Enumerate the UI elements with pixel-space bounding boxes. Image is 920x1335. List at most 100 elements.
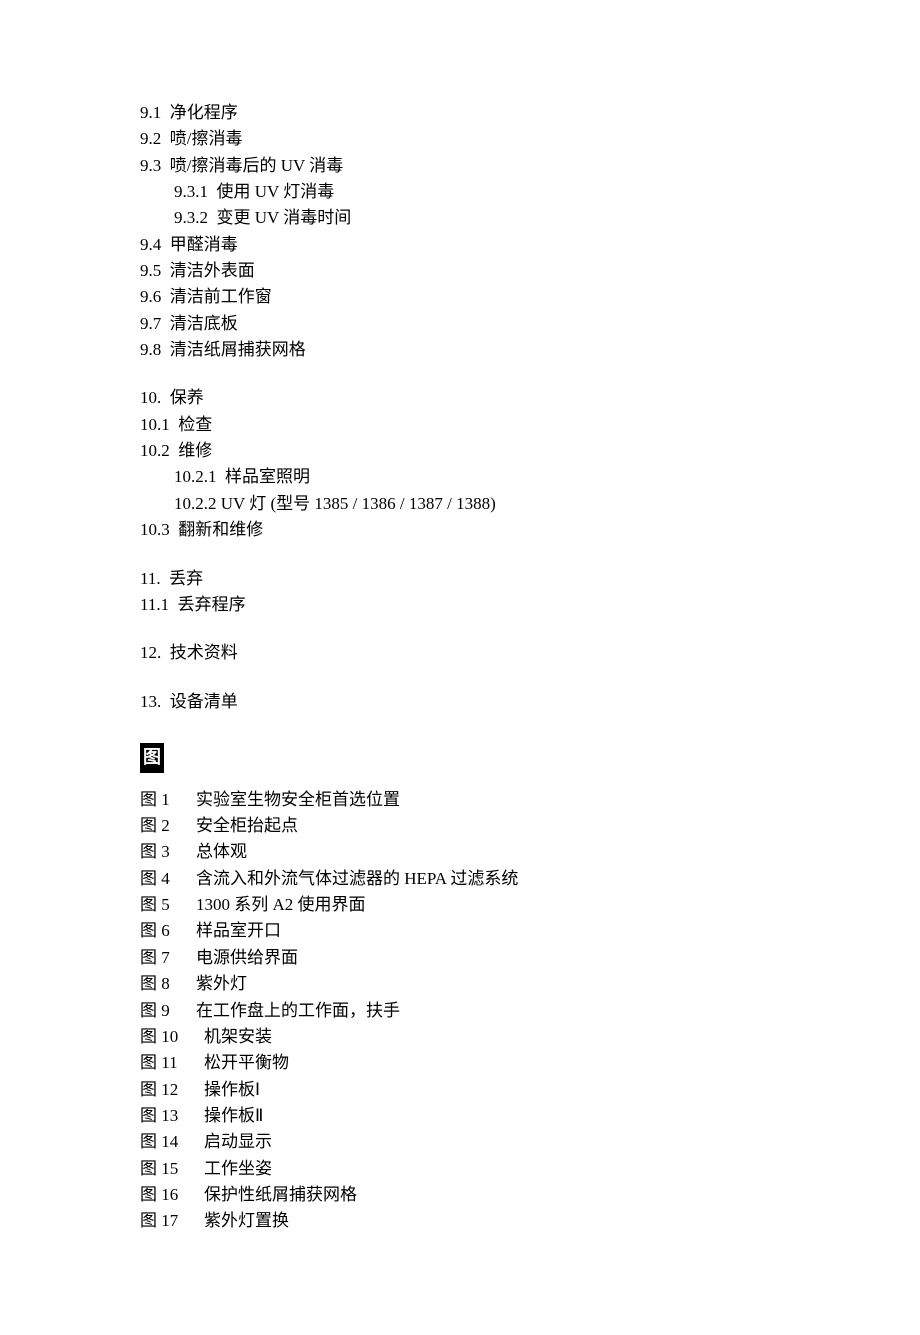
toc-number: 10.1 <box>140 412 170 438</box>
toc-entry: 13. 设备清单 <box>140 689 780 715</box>
figure-title: 样品室开口 <box>196 918 281 944</box>
figure-number: 图 12 <box>140 1077 204 1103</box>
figure-title: 启动显示 <box>204 1129 272 1155</box>
toc-title: 技术资料 <box>161 640 238 666</box>
toc-title: 甲醛消毒 <box>161 232 238 258</box>
figure-entry: 图 15工作坐姿 <box>140 1156 780 1182</box>
figure-entry: 图 3总体观 <box>140 839 780 865</box>
figure-number: 图 6 <box>140 918 196 944</box>
toc-entry: 10.2.2 UV 灯 (型号 1385 / 1386 / 1387 / 138… <box>140 491 780 517</box>
figure-title: 含流入和外流气体过滤器的 HEPA 过滤系统 <box>196 866 518 892</box>
figures-section: 图 图 1实验室生物安全柜首选位置 图 2安全柜抬起点 图 3总体观 图 4含流… <box>140 743 780 1235</box>
figure-number: 图 2 <box>140 813 196 839</box>
toc-number: 9.3.2 <box>174 205 208 231</box>
toc-title: 样品室照明 <box>217 464 311 490</box>
toc-number: 10.2.1 <box>174 464 217 490</box>
figure-entry: 图 13操作板Ⅱ <box>140 1103 780 1129</box>
figure-number: 图 14 <box>140 1129 204 1155</box>
toc-entry: 10.2.1 样品室照明 <box>140 464 780 490</box>
figure-number: 图 8 <box>140 971 196 997</box>
figure-title: 保护性纸屑捕获网格 <box>204 1182 357 1208</box>
figure-title: 紫外灯置换 <box>204 1208 289 1234</box>
figure-number: 图 16 <box>140 1182 204 1208</box>
toc-entry: 9.7 清洁底板 <box>140 311 780 337</box>
figure-title: 总体观 <box>196 839 247 865</box>
toc-number: 10.2.2 <box>174 491 217 517</box>
toc-entry: 9.3.2 变更 UV 消毒时间 <box>140 205 780 231</box>
toc-title: 净化程序 <box>161 100 238 126</box>
figure-entry: 图 14启动显示 <box>140 1129 780 1155</box>
figure-number: 图 10 <box>140 1024 204 1050</box>
figure-number: 图 9 <box>140 998 196 1024</box>
toc-title: 设备清单 <box>161 689 238 715</box>
toc-title: 清洁底板 <box>161 311 238 337</box>
toc-number: 9.3 <box>140 153 161 179</box>
toc-title: 清洁外表面 <box>161 258 255 284</box>
toc-number: 10.3 <box>140 517 170 543</box>
figure-title: 操作板Ⅱ <box>204 1103 263 1129</box>
toc-entry: 9.6 清洁前工作窗 <box>140 284 780 310</box>
figure-entry: 图 1实验室生物安全柜首选位置 <box>140 787 780 813</box>
toc-section-13: 13. 设备清单 <box>140 689 780 715</box>
toc-number: 10. <box>140 385 161 411</box>
toc-number: 9.2 <box>140 126 161 152</box>
figure-entry: 图 11松开平衡物 <box>140 1050 780 1076</box>
toc-section-10: 10. 保养 10.1 检查 10.2 维修 10.2.1 样品室照明 10.2… <box>140 385 780 543</box>
figure-title: 实验室生物安全柜首选位置 <box>196 787 400 813</box>
toc-entry: 9.3.1 使用 UV 灯消毒 <box>140 179 780 205</box>
toc-number: 9.6 <box>140 284 161 310</box>
figure-entry: 图 17紫外灯置换 <box>140 1208 780 1234</box>
figure-title: 松开平衡物 <box>204 1050 289 1076</box>
toc-entry: 10.3 翻新和维修 <box>140 517 780 543</box>
figure-title: 操作板Ⅰ <box>204 1077 260 1103</box>
toc-entry: 9.4 甲醛消毒 <box>140 232 780 258</box>
toc-entry: 9.2 喷/擦消毒 <box>140 126 780 152</box>
toc-entry: 10. 保养 <box>140 385 780 411</box>
toc-title: 保养 <box>161 385 204 411</box>
figure-title: 机架安装 <box>204 1024 272 1050</box>
figure-title: 电源供给界面 <box>196 945 298 971</box>
figure-entry: 图 10机架安装 <box>140 1024 780 1050</box>
figure-entry: 图 9在工作盘上的工作面，扶手 <box>140 998 780 1024</box>
figure-number: 图 15 <box>140 1156 204 1182</box>
figure-entry: 图 51300 系列 A2 使用界面 <box>140 892 780 918</box>
toc-section-12: 12. 技术资料 <box>140 640 780 666</box>
toc-section-11: 11. 丢弃 11.1 丢弃程序 <box>140 566 780 619</box>
toc-number: 9.3.1 <box>174 179 208 205</box>
toc-number: 12. <box>140 640 161 666</box>
figure-entry: 图 2安全柜抬起点 <box>140 813 780 839</box>
toc-number: 9.1 <box>140 100 161 126</box>
toc-number: 9.8 <box>140 337 161 363</box>
toc-entry: 10.2 维修 <box>140 438 780 464</box>
toc-number: 11. <box>140 566 161 592</box>
figure-entry: 图 12操作板Ⅰ <box>140 1077 780 1103</box>
figure-entry: 图 7电源供给界面 <box>140 945 780 971</box>
toc-title: 检查 <box>170 412 213 438</box>
figure-number: 图 4 <box>140 866 196 892</box>
toc-title: 喷/擦消毒 <box>161 126 242 152</box>
toc-entry: 10.1 检查 <box>140 412 780 438</box>
toc-number: 10.2 <box>140 438 170 464</box>
toc-entry: 9.5 清洁外表面 <box>140 258 780 284</box>
toc-title: 翻新和维修 <box>170 517 264 543</box>
toc-title: 清洁纸屑捕获网格 <box>161 337 306 363</box>
figure-number: 图 11 <box>140 1050 204 1076</box>
toc-entry: 9.3 喷/擦消毒后的 UV 消毒 <box>140 153 780 179</box>
toc-number: 11.1 <box>140 592 169 618</box>
toc-entry: 11. 丢弃 <box>140 566 780 592</box>
figure-title: 紫外灯 <box>196 971 247 997</box>
figure-title: 在工作盘上的工作面，扶手 <box>196 998 400 1024</box>
figure-number: 图 7 <box>140 945 196 971</box>
toc-title: 喷/擦消毒后的 UV 消毒 <box>161 153 343 179</box>
figure-title: 1300 系列 A2 使用界面 <box>196 892 366 918</box>
toc-number: 9.5 <box>140 258 161 284</box>
figure-number: 图 13 <box>140 1103 204 1129</box>
toc-number: 13. <box>140 689 161 715</box>
figure-number: 图 5 <box>140 892 196 918</box>
toc-title: UV 灯 (型号 1385 / 1386 / 1387 / 1388) <box>217 491 496 517</box>
figure-number: 图 1 <box>140 787 196 813</box>
toc-entry: 11.1 丢弃程序 <box>140 592 780 618</box>
figure-entry: 图 16保护性纸屑捕获网格 <box>140 1182 780 1208</box>
figure-entry: 图 6样品室开口 <box>140 918 780 944</box>
figure-entry: 图 4含流入和外流气体过滤器的 HEPA 过滤系统 <box>140 866 780 892</box>
